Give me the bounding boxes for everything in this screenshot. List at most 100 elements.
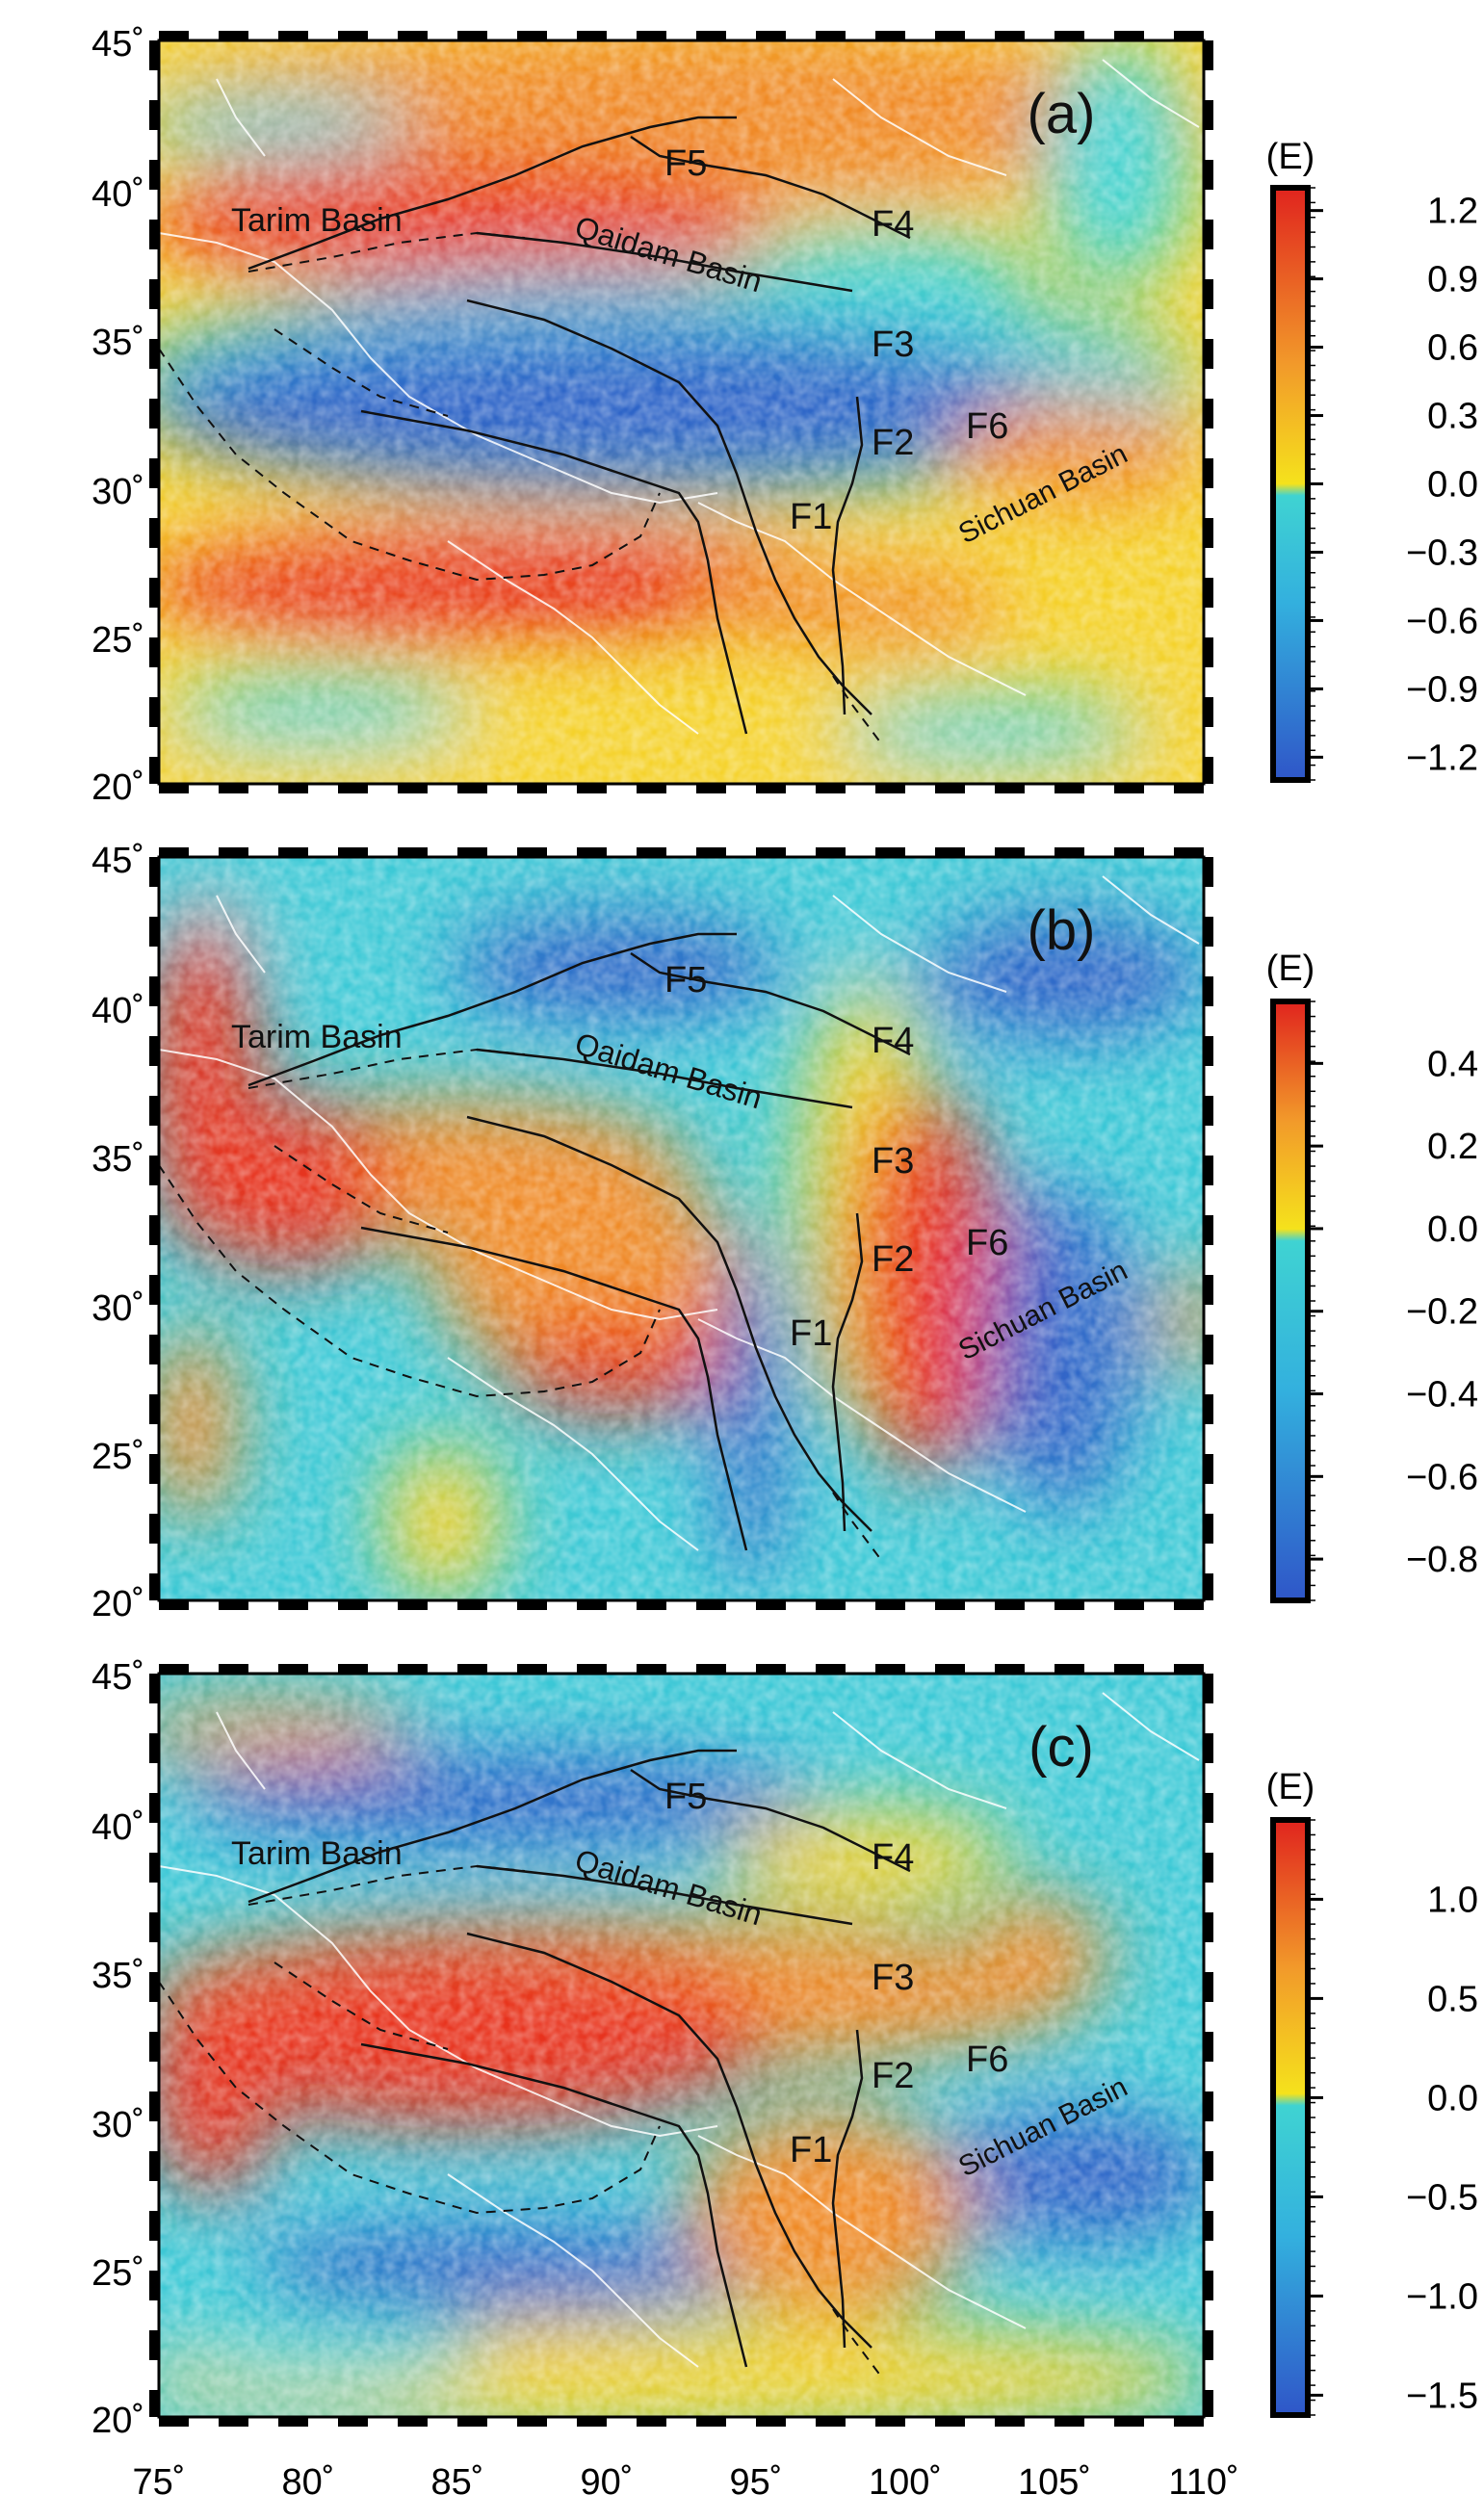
country-border-line <box>158 232 718 505</box>
country-border-line <box>832 1711 1007 1809</box>
fault-line-f3 <box>476 1048 853 1109</box>
country-border-line <box>447 540 699 735</box>
country-border-line <box>832 78 1007 176</box>
fault-label-f2: F2 <box>872 2056 914 2096</box>
fault-label-f3: F3 <box>872 1958 914 1998</box>
colorbar-tick-label: 0.2 <box>1427 1127 1478 1167</box>
lat-label-40: 40˚ <box>91 1807 144 1848</box>
block-boundary-dashed <box>273 1961 449 2050</box>
colorbar-tick-label: 0.3 <box>1427 397 1478 437</box>
fault-line-f4 <box>466 1115 872 1532</box>
fault-line-f1 <box>247 116 737 271</box>
colorbar-tick-label: −0.8 <box>1406 1540 1478 1580</box>
lat-label-35: 35˚ <box>91 1956 144 1996</box>
lat-label-45: 45˚ <box>91 1657 144 1698</box>
longitude-axis-labels: 75˚ 80˚ 85˚ 90˚ 95˚ 100˚ 105˚ 110˚ <box>133 2462 1239 2503</box>
colorbar-gradient <box>1270 999 1311 1603</box>
lon-label-110: 110˚ <box>1168 2462 1238 2503</box>
fault-line-f1 <box>247 932 737 1087</box>
fault-label-f3: F3 <box>872 1141 914 1182</box>
fault-label-f3: F3 <box>872 325 914 365</box>
fault-label-f2: F2 <box>872 423 914 463</box>
country-border-line <box>447 2173 699 2368</box>
lat-label-20: 20˚ <box>91 767 144 808</box>
panel-a-colorbar: (E) 1.2 0.9 0.6 0.3 0.0 −0.3 −0.6 −0.9 −1.2 <box>1266 137 1478 783</box>
panel-b-colorbar: (E) 0.4 0.2 0.0 −0.2 −0.4 −0.6 −0.8 <box>1266 948 1478 1603</box>
colorbar-tick-label: 1.0 <box>1427 1880 1478 1920</box>
fault-label-f1: F1 <box>790 2130 832 2170</box>
country-border-line <box>1102 1692 1200 1761</box>
lat-label-20: 20˚ <box>91 1584 144 1624</box>
colorbar-tick-label: 0.6 <box>1427 328 1478 369</box>
fault-line-f4 <box>466 1932 872 2349</box>
colorbar-tick-label: −0.2 <box>1406 1292 1478 1333</box>
fault-line-f6 <box>831 1212 864 1532</box>
panel-a-overlay <box>149 31 1213 793</box>
lon-label-100: 100˚ <box>869 2462 942 2503</box>
fault-line-f5 <box>360 1226 748 1551</box>
lat-label-45: 45˚ <box>91 841 144 881</box>
lon-label-85: 85˚ <box>431 2462 484 2503</box>
lat-label-30: 30˚ <box>91 1288 144 1329</box>
lon-label-95: 95˚ <box>730 2462 783 2503</box>
fault-line-f3 <box>476 1864 853 1926</box>
lat-label-30: 30˚ <box>91 2105 144 2145</box>
colorbar-gradient <box>1270 185 1311 783</box>
lat-label-25: 25˚ <box>91 620 144 661</box>
colorbar-tick-label: 0.9 <box>1427 260 1478 300</box>
block-boundary-dashed <box>158 1164 661 1398</box>
fault-line-f2 <box>630 1768 911 1873</box>
country-border-line <box>216 1711 266 1790</box>
colorbar-tick-label: 0.5 <box>1427 1979 1478 2019</box>
fault-label-f6: F6 <box>966 2039 1008 2080</box>
colorbar-tick-label: −0.6 <box>1406 1457 1478 1497</box>
colorbar-tick-label: 1.2 <box>1427 192 1478 232</box>
fault-line-f5 <box>360 2042 748 2368</box>
lat-label-40: 40˚ <box>91 174 144 215</box>
lon-label-105: 105˚ <box>1018 2462 1091 2503</box>
block-boundary-dashed <box>832 675 882 744</box>
fault-label-f1: F1 <box>790 497 832 537</box>
colorbar-tick-label: −0.5 <box>1406 2177 1478 2218</box>
tarim-basin-label: Tarim Basin <box>231 1835 403 1872</box>
panel-c-overlay <box>149 1664 1213 2427</box>
colorbar-tick-label: 0.0 <box>1427 465 1478 506</box>
colorbar-tick-label: −1.2 <box>1406 738 1478 778</box>
colorbar-tick-label: −0.4 <box>1406 1375 1478 1416</box>
colorbar-unit: (E) <box>1266 948 1315 989</box>
colorbar-tick-label: −0.9 <box>1406 669 1478 710</box>
panel-b-map-field <box>159 857 1204 1600</box>
country-border-line <box>216 78 266 157</box>
block-boundary-dashed <box>832 2308 882 2377</box>
fault-line-f6 <box>831 2029 864 2349</box>
fault-line-f3 <box>476 231 853 293</box>
lat-label-40: 40˚ <box>91 991 144 1031</box>
colorbar-tick-label: −1.5 <box>1406 2376 1478 2416</box>
panel-a <box>159 40 1204 784</box>
block-boundary-dashed <box>158 1981 661 2215</box>
fault-line-f1 <box>247 1749 737 1904</box>
panel-a-letter: (a) <box>1028 83 1096 145</box>
lon-label-80: 80˚ <box>282 2462 335 2503</box>
colorbar-tick-label: 0.0 <box>1427 1209 1478 1250</box>
lat-label-35: 35˚ <box>91 1139 144 1180</box>
panel-c-map-field <box>159 1674 1204 2417</box>
lat-label-25: 25˚ <box>91 2253 144 2294</box>
country-border-line <box>447 1357 699 1551</box>
country-border-line <box>1102 875 1200 945</box>
colorbar-tick-label: 0.0 <box>1427 2078 1478 2118</box>
fault-label-f2: F2 <box>872 1239 914 1280</box>
lat-label-45: 45˚ <box>91 24 144 65</box>
panel-b-overlay <box>149 847 1213 1610</box>
tarim-basin-label: Tarim Basin <box>231 202 403 239</box>
lat-label-25: 25˚ <box>91 1437 144 1477</box>
colorbar-tick-label: −1.0 <box>1406 2276 1478 2317</box>
panel-c <box>159 1674 1204 2417</box>
fault-line-f6 <box>831 396 864 715</box>
block-boundary-dashed <box>832 1492 882 1561</box>
fault-label-f6: F6 <box>966 1223 1008 1263</box>
panel-a-map-field <box>159 40 1204 784</box>
colorbar-unit: (E) <box>1266 137 1315 177</box>
latitude-axis-labels: 45˚ 40˚ 35˚ 30˚ 25˚ 20˚ 45˚ 40˚ 35˚ 30˚ … <box>91 24 144 2441</box>
